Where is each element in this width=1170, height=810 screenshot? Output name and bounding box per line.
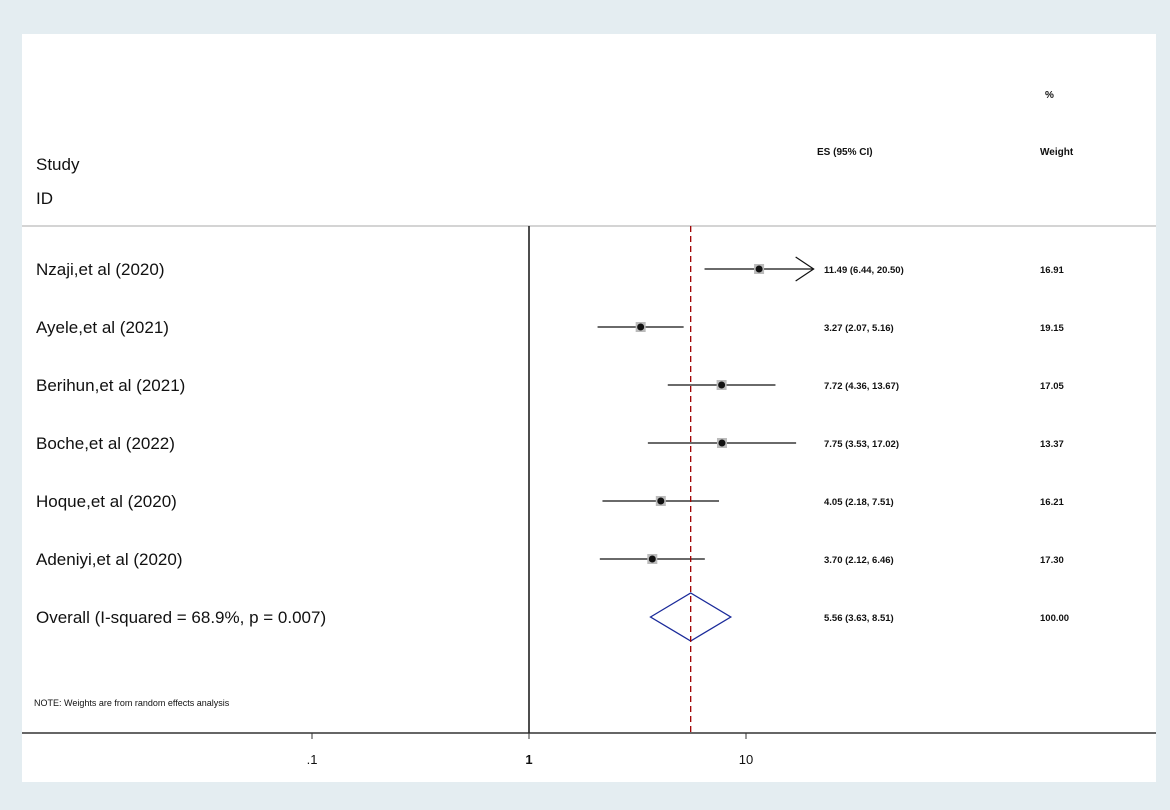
header-weight-percent: %	[1045, 90, 1054, 101]
header-es: ES (95% CI)	[817, 147, 873, 158]
study-label: Ayele,et al (2021)	[36, 318, 169, 337]
point-estimate	[657, 497, 665, 505]
study-label: Adeniyi,et al (2020)	[36, 550, 182, 569]
es-ci-value: 7.72 (4.36, 13.67)	[824, 381, 899, 392]
x-tick-label: .1	[307, 752, 318, 767]
study-label: Nzaji,et al (2020)	[36, 260, 165, 279]
x-axis-ticks: .1 1 10	[307, 733, 753, 767]
weight-value: 17.30	[1040, 555, 1064, 566]
study-label: Berihun,et al (2021)	[36, 376, 185, 395]
forest-plot: % ES (95% CI) Weight Study ID Nzaji,et a…	[22, 90, 1156, 767]
point-estimate	[718, 439, 726, 447]
study-label: Boche,et al (2022)	[36, 434, 175, 453]
overall-diamond	[649, 592, 733, 642]
overall-weight-value: 100.00	[1040, 613, 1069, 624]
header-weight: Weight	[1040, 147, 1074, 158]
weight-value: 16.91	[1040, 265, 1064, 276]
point-estimate	[755, 265, 763, 273]
es-ci-value: 4.05 (2.18, 7.51)	[824, 497, 894, 508]
weight-value: 19.15	[1040, 323, 1064, 334]
header-id: ID	[36, 189, 53, 208]
es-ci-value: 11.49 (6.44, 20.50)	[824, 265, 904, 276]
weight-value: 16.21	[1040, 497, 1064, 508]
weight-value: 13.37	[1040, 439, 1064, 450]
es-ci-value: 3.70 (2.12, 6.46)	[824, 555, 894, 566]
point-estimate	[718, 381, 726, 389]
x-tick-label: 1	[525, 752, 532, 767]
x-tick-label: 10	[739, 752, 753, 767]
header-study: Study	[36, 155, 80, 174]
footnote: NOTE: Weights are from random effects an…	[34, 698, 230, 708]
overall-label: Overall (I-squared = 68.9%, p = 0.007)	[36, 608, 326, 627]
point-estimate	[637, 323, 645, 331]
es-ci-value: 3.27 (2.07, 5.16)	[824, 323, 894, 334]
point-estimate	[648, 555, 656, 563]
plot-frame: % ES (95% CI) Weight Study ID Nzaji,et a…	[22, 34, 1156, 782]
study-rows: Nzaji,et al (2020) 11.49 (6.44, 20.50) 16.…	[36, 256, 1069, 642]
overall-es-ci-value: 5.56 (3.63, 8.51)	[824, 613, 894, 624]
ci-arrow	[795, 256, 815, 282]
es-ci-value: 7.75 (3.53, 17.02)	[824, 439, 899, 450]
weight-value: 17.05	[1040, 381, 1064, 392]
study-label: Hoque,et al (2020)	[36, 492, 177, 511]
